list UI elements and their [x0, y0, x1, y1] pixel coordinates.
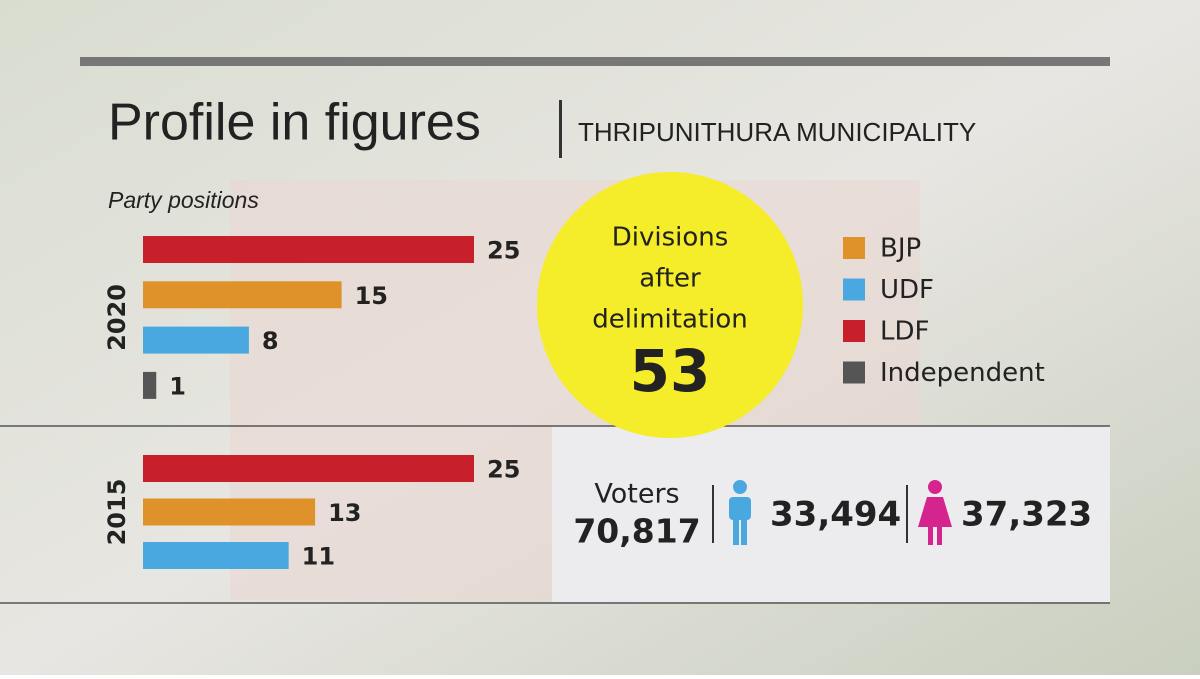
legend-swatch: [843, 278, 865, 301]
divisions-badge: [537, 172, 803, 438]
data-label: 1: [169, 372, 186, 400]
male-icon: [729, 480, 751, 545]
divisions-value: 53: [630, 337, 711, 405]
legend-swatch: [843, 320, 865, 342]
bar: [143, 455, 474, 482]
legend-swatch: [843, 361, 865, 384]
legend-label: Independent: [880, 358, 1045, 388]
data-label: 25: [487, 237, 520, 265]
voters-panel: [552, 427, 1110, 602]
bar: [143, 236, 474, 263]
title-separator: [559, 100, 562, 158]
female-icon: [918, 480, 952, 545]
title: Profile in figures: [108, 94, 481, 152]
divisions-label: Divisions: [612, 223, 729, 253]
bar: [143, 371, 157, 399]
divisions-label: delimitation: [592, 305, 747, 335]
data-label: 13: [328, 499, 361, 527]
top-rule: [80, 57, 1110, 66]
data-label: 11: [302, 543, 335, 571]
bar: [143, 281, 342, 309]
legend-label: LDF: [880, 317, 929, 347]
bar: [143, 326, 249, 354]
data-label: 8: [262, 327, 279, 355]
divisions-label: after: [639, 264, 701, 294]
legend-swatch: [843, 237, 865, 259]
female-voters: 37,323: [961, 495, 1092, 535]
bar: [143, 498, 316, 526]
data-label: 15: [355, 282, 388, 310]
bar: [143, 542, 289, 569]
data-label: 25: [487, 456, 520, 484]
subtitle: THRIPUNITHURA MUNICIPALITY: [578, 117, 976, 147]
voters-total: 70,817: [573, 512, 700, 551]
legend-label: BJP: [880, 234, 921, 264]
group-label: 2015: [103, 479, 131, 546]
male-voters: 33,494: [770, 495, 901, 535]
legend-label: UDF: [880, 275, 934, 305]
group-label: 2020: [103, 284, 131, 351]
voters-label: Voters: [594, 479, 679, 510]
chart-subtitle: Party positions: [108, 187, 259, 213]
